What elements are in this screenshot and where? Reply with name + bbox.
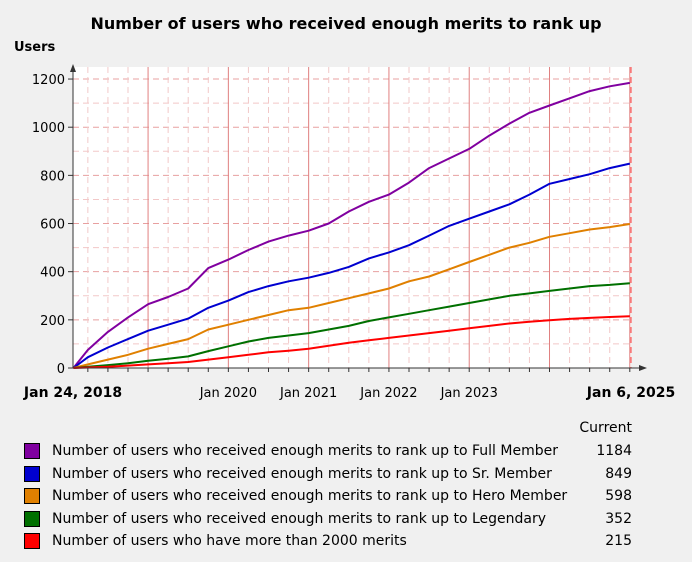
legend-swatch	[24, 533, 40, 550]
legend-item: Number of users who received enough meri…	[24, 463, 644, 486]
y-tick-label: 0	[57, 362, 65, 377]
legend-swatch	[24, 465, 40, 482]
x-tick-label: Jan 6, 2025	[586, 385, 675, 400]
legend-swatch	[24, 488, 40, 505]
legend-swatch	[24, 443, 40, 460]
y-tick-label: 1200	[32, 73, 65, 88]
y-tick-label: 1000	[32, 121, 65, 136]
series-line-4	[73, 282, 630, 369]
legend-label: Number of users who received enough meri…	[52, 488, 568, 505]
legend-current-value: 215	[605, 533, 632, 550]
legend-current-value: 598	[605, 488, 632, 505]
legend-item: Number of users who received enough meri…	[24, 440, 644, 463]
series-line-2	[72, 162, 631, 369]
legend-label: Number of users who received enough meri…	[52, 465, 552, 482]
y-tick-label: 600	[40, 218, 65, 233]
legend-item: Number of users who have more than 2000 …	[24, 530, 644, 553]
series-line-3	[73, 223, 630, 369]
y-tick-label: 800	[40, 169, 65, 184]
plot-background	[73, 67, 631, 368]
legend-current-value: 849	[605, 465, 632, 482]
legend-label: Number of users who have more than 2000 …	[52, 533, 407, 550]
legend-current-value: 1184	[596, 443, 632, 460]
tick-labels: 0 200 400 600 800 1000 1200 Jan 24, 2018 Jan 202…	[23, 73, 675, 400]
y-axis-label: Users	[14, 40, 56, 55]
series-line-1	[72, 81, 630, 369]
x-tick-label: Jan 24, 2018	[23, 385, 122, 400]
chart-plot: 0 200 400 600 800 1000 1200 Jan 24, 2018 Jan 202…	[14, 14, 675, 400]
legend-swatch	[24, 510, 40, 527]
legend-current-header: Current	[579, 420, 632, 436]
legend-current-value: 352	[605, 510, 632, 527]
legend-label: Number of users who received enough meri…	[52, 510, 547, 527]
legend-header: Current	[24, 418, 644, 440]
series-lines	[72, 81, 631, 369]
legend-item: Number of users who received enough meri…	[24, 508, 644, 531]
x-tick-label: Jan 2021	[279, 386, 337, 400]
legend-item: Number of users who received enough meri…	[24, 485, 644, 508]
series-line-5	[73, 315, 630, 369]
legend: Current Number of users who received eno…	[24, 418, 644, 553]
x-tick-label: Jan 2020	[199, 386, 257, 400]
x-tick-label: Jan 2022	[359, 386, 417, 400]
chart-title: Number of users who received enough meri…	[90, 14, 601, 33]
y-tick-label: 200	[40, 314, 65, 329]
y-axis-arrow	[70, 64, 76, 72]
x-axis-arrow	[639, 365, 647, 371]
legend-rows: Number of users who received enough meri…	[24, 440, 644, 553]
x-tick-label: Jan 2023	[440, 386, 498, 400]
y-tick-label: 400	[40, 266, 65, 281]
legend-label: Number of users who received enough meri…	[52, 443, 558, 460]
